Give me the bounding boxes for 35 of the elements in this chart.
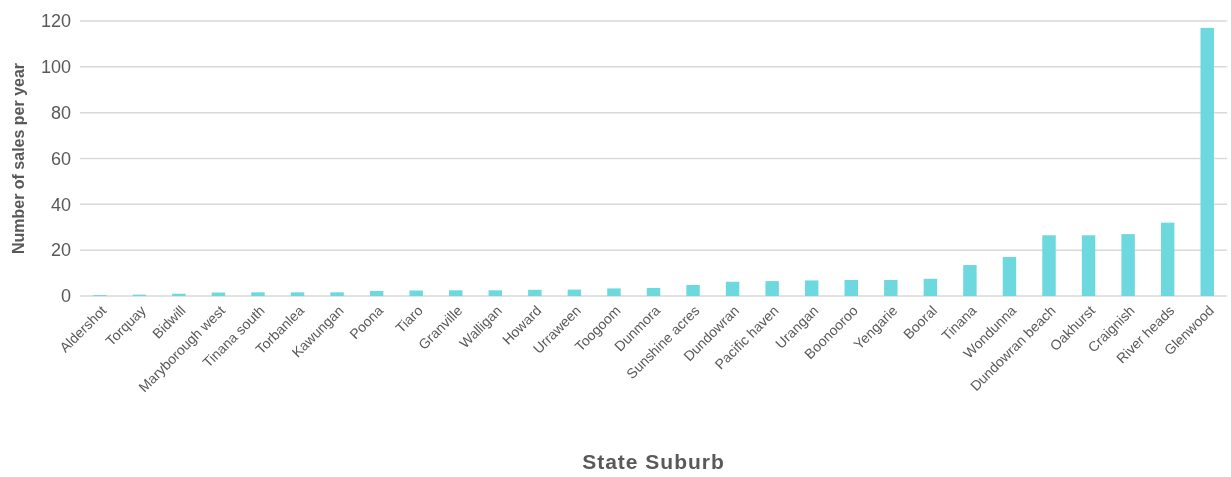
bar [330,292,344,296]
bar [884,279,898,296]
bar [290,292,305,296]
bar [369,290,384,296]
bar [844,279,858,296]
y-axis-title: Number of sales per year [10,62,27,255]
bar [251,292,265,296]
bar [409,290,423,296]
x-axis-title: State Suburb [582,450,725,473]
bar [646,287,661,296]
bar [1160,222,1175,296]
bar [765,281,779,296]
y-tick-label: 40 [50,194,71,215]
bar [528,289,542,296]
bar [1042,235,1056,296]
bar [923,278,938,296]
bar [725,281,740,296]
y-tick-label: 120 [40,11,71,32]
bar [1002,257,1017,296]
bar [607,288,621,296]
bar [1200,27,1214,296]
y-tick-label: 20 [50,240,71,261]
bar [804,280,819,296]
bar [686,285,700,296]
bar [172,293,186,296]
y-tick-label: 0 [60,286,71,307]
bar [963,265,977,296]
bar [567,289,582,296]
bar [1081,235,1096,296]
y-tick-label: 100 [40,57,71,78]
y-tick-label: 80 [50,102,71,123]
bar [1121,234,1135,296]
bar [488,290,503,296]
bar [449,290,463,296]
y-tick-label: 60 [50,148,71,169]
